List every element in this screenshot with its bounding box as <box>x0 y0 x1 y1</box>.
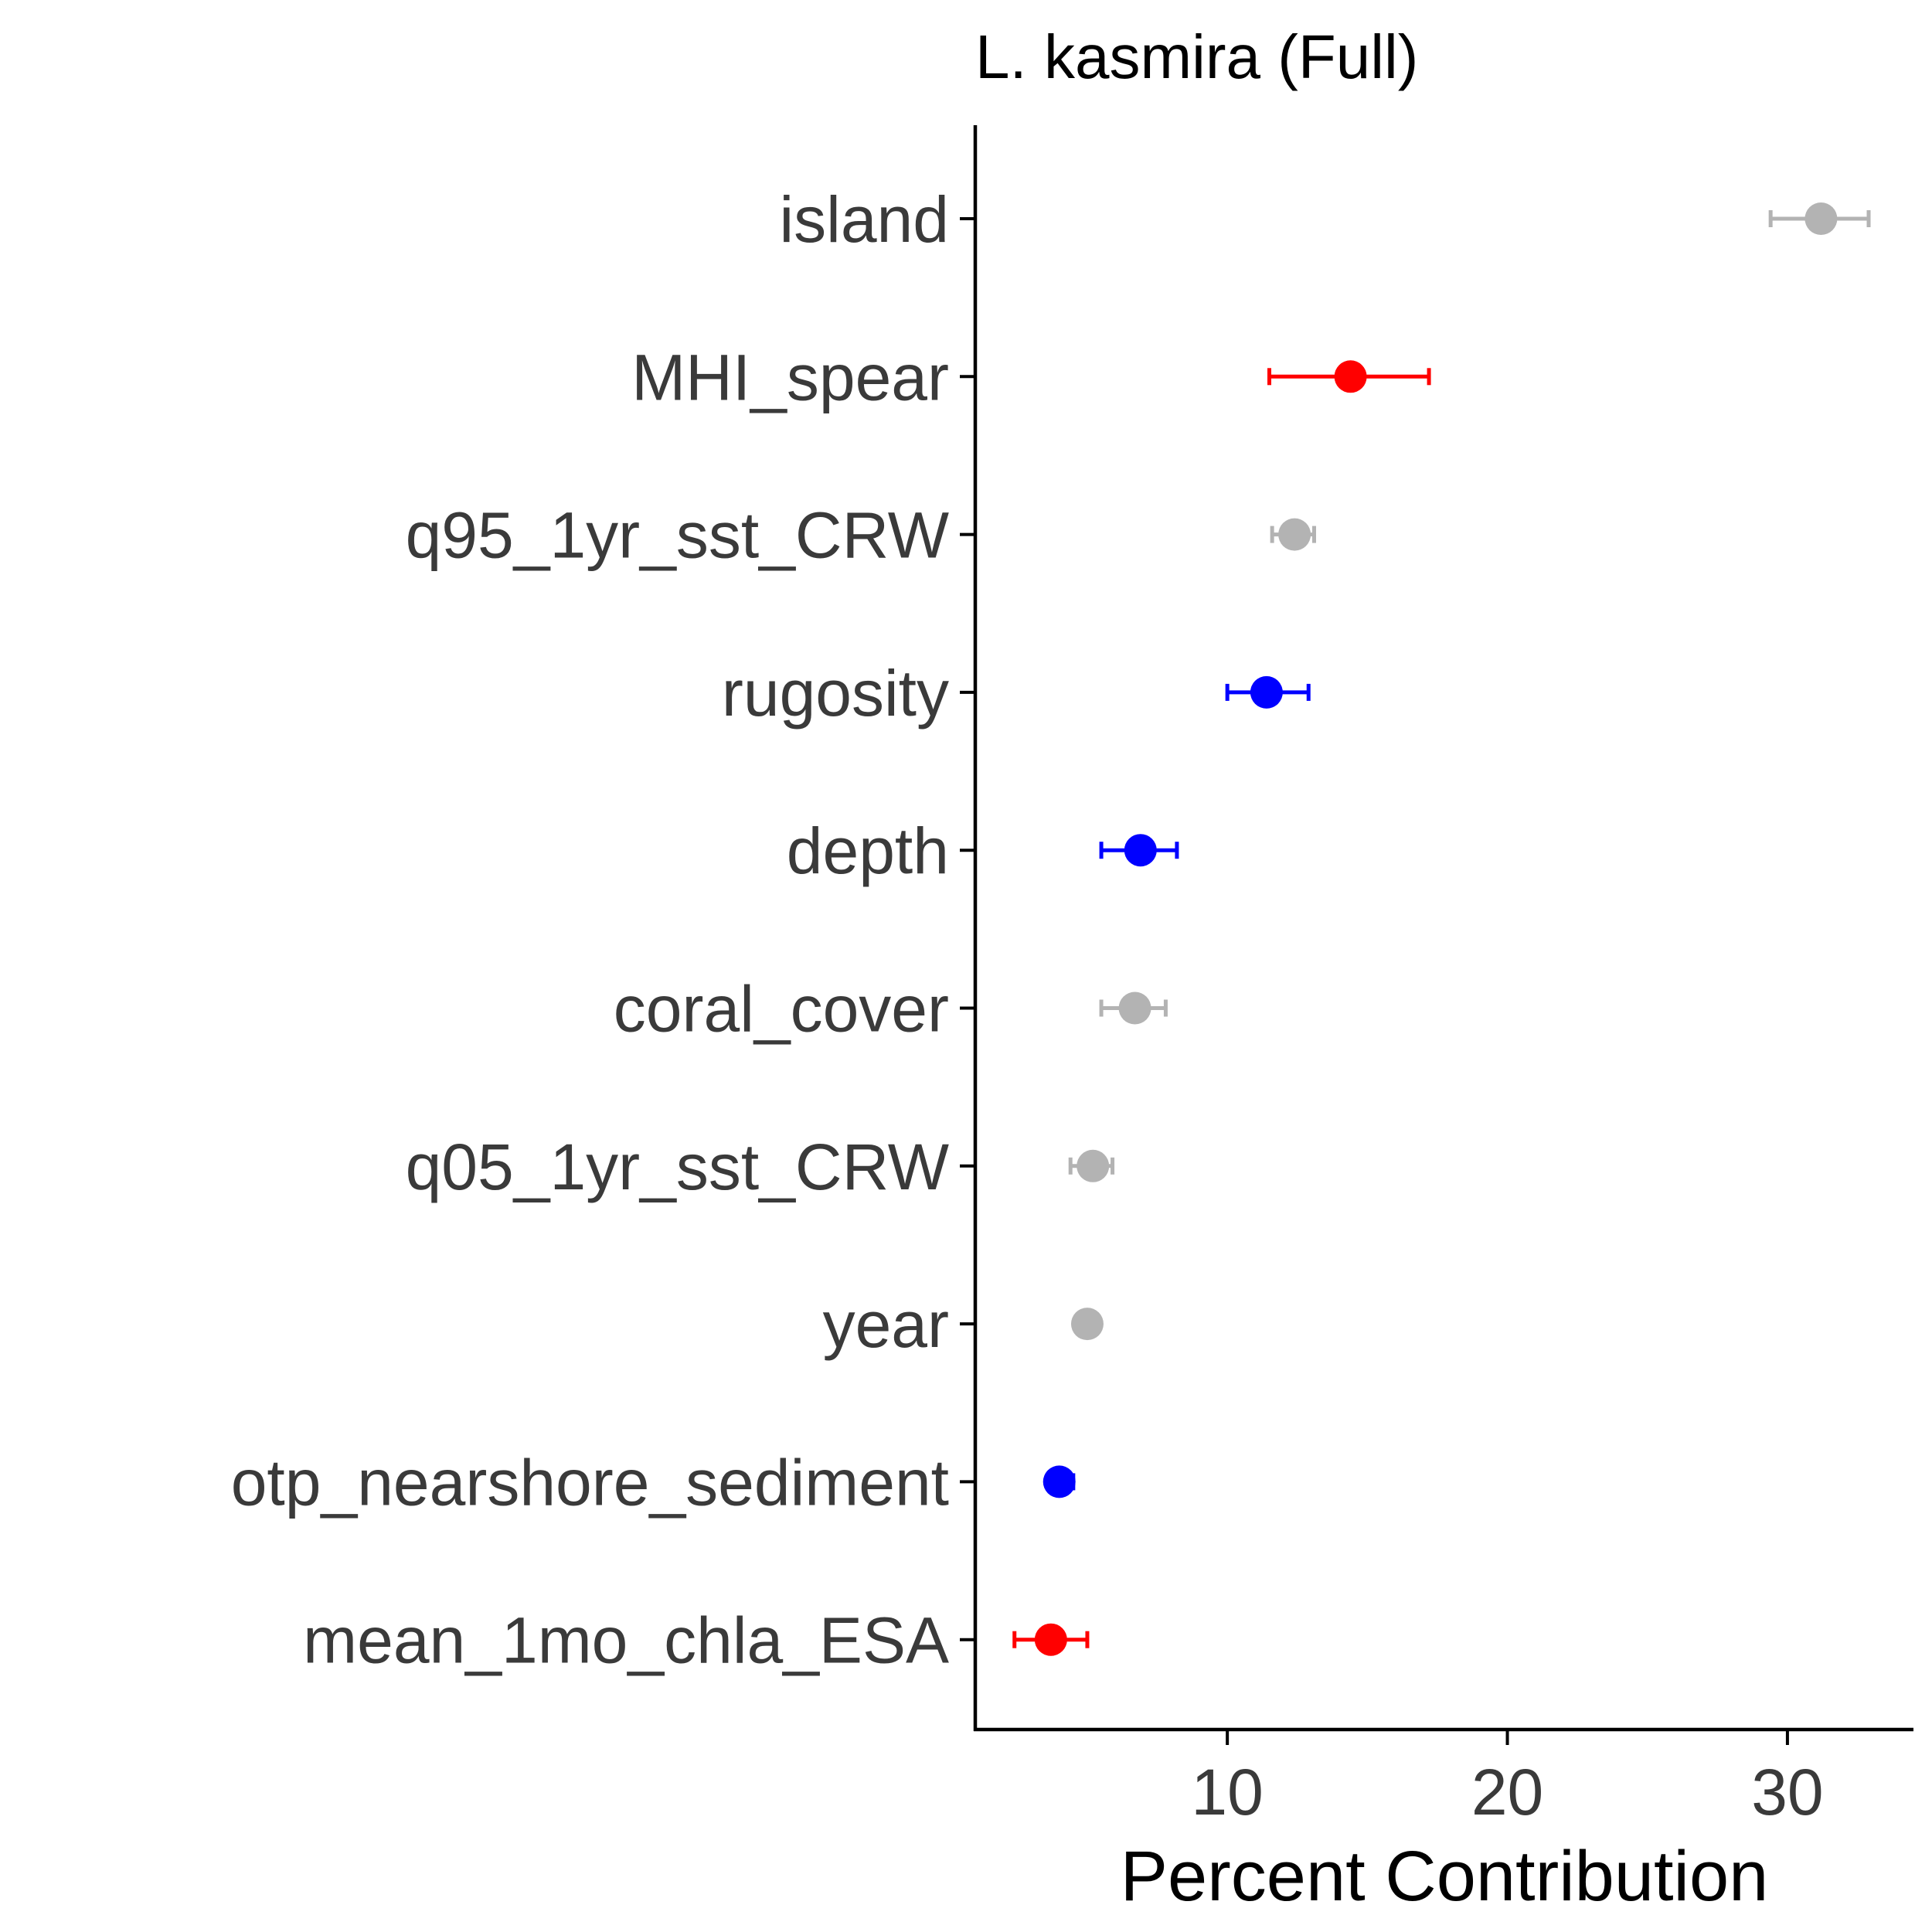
data-point <box>1070 1308 1104 1341</box>
data-point <box>1077 1149 1110 1182</box>
y-tick-label: otp_nearshore_sediment <box>231 1446 949 1519</box>
data-point <box>1278 518 1311 551</box>
x-tick-label: 30 <box>1751 1756 1823 1828</box>
data-point <box>1124 834 1157 867</box>
x-tick-label: 20 <box>1471 1756 1543 1828</box>
x-axis-label: Percent Contribution <box>1120 1837 1769 1916</box>
y-tick-label: rugosity <box>722 657 949 730</box>
data-point <box>1804 202 1838 235</box>
y-tick-label: year <box>823 1288 949 1361</box>
y-tick-label: island <box>780 183 949 256</box>
data-point <box>1250 675 1283 709</box>
data-point <box>1034 1623 1067 1656</box>
y-tick-label: q95_1yr_sst_CRW <box>406 499 949 572</box>
y-tick-label: mean_1mo_chla_ESA <box>303 1604 949 1677</box>
y-tick-label: depth <box>787 815 949 887</box>
data-point <box>1334 360 1367 393</box>
y-tick-label: coral_cover <box>614 973 949 1046</box>
data-point <box>1118 992 1151 1025</box>
chart-title: L. kasmira (Full) <box>975 22 1419 91</box>
data-point <box>1043 1465 1076 1498</box>
x-tick-label: 10 <box>1191 1756 1263 1828</box>
y-tick-label: q05_1yr_sst_CRW <box>406 1131 949 1203</box>
y-tick-label: MHI_spear <box>631 341 949 413</box>
